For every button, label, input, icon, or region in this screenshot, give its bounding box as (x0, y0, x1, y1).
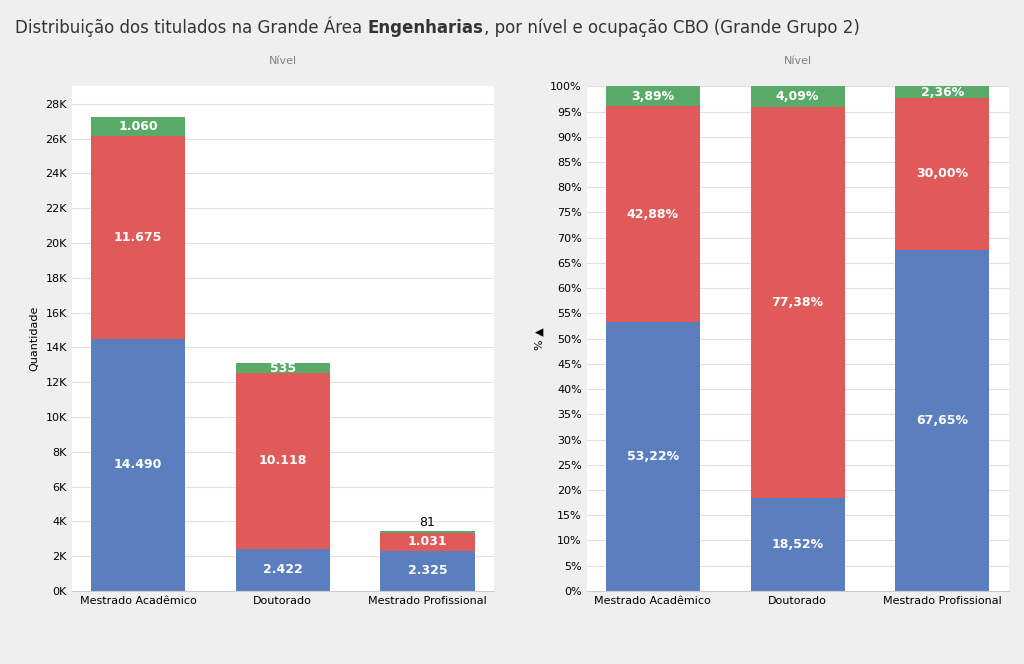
Bar (91, 118, 185, 135)
Text: Engenharias: Engenharias (368, 19, 483, 37)
Bar (381, 533, 474, 550)
Bar (606, 323, 699, 591)
Bar (751, 497, 845, 591)
Bar (91, 135, 185, 339)
Text: , por nível e ocupação CBO (Grande Grupo 2): , por nível e ocupação CBO (Grande Grupo… (483, 18, 859, 37)
Text: 1.060: 1.060 (118, 120, 158, 133)
Bar (895, 250, 989, 591)
Bar (236, 373, 330, 549)
Bar (606, 86, 699, 106)
Text: 535: 535 (269, 362, 296, 374)
Bar (236, 549, 330, 591)
Text: 30,00%: 30,00% (916, 167, 969, 181)
Text: 2.422: 2.422 (263, 563, 302, 576)
Text: 77,38%: 77,38% (772, 295, 823, 309)
Text: 4,09%: 4,09% (776, 90, 819, 103)
Text: 42,88%: 42,88% (627, 208, 679, 220)
Y-axis label: % ▲: % ▲ (535, 327, 545, 350)
Text: Distribuição dos titulados na Grande Área: Distribuição dos titulados na Grande Áre… (15, 16, 368, 37)
Bar (895, 86, 989, 98)
Text: 18,52%: 18,52% (771, 538, 823, 550)
Bar (606, 106, 699, 323)
Bar (381, 531, 474, 533)
Y-axis label: Quantidade: Quantidade (30, 306, 40, 371)
Bar (895, 98, 989, 250)
Text: Nível: Nível (268, 56, 297, 66)
Text: 2.325: 2.325 (408, 564, 447, 577)
Text: 2,36%: 2,36% (921, 86, 964, 99)
Text: 67,65%: 67,65% (916, 414, 969, 427)
Text: 11.675: 11.675 (114, 230, 162, 244)
Text: 3,89%: 3,89% (631, 90, 675, 103)
Bar (751, 107, 845, 497)
Text: Nível: Nível (783, 56, 812, 66)
Text: 81: 81 (420, 517, 435, 529)
Bar (751, 86, 845, 107)
Text: 14.490: 14.490 (114, 458, 162, 471)
Text: 53,22%: 53,22% (627, 450, 679, 463)
Text: 1.031: 1.031 (408, 535, 447, 548)
Legend: Pesquisadores, Profissionais do Ensino, Outras Ocupações: Pesquisadores, Profissionais do Ensino, … (658, 92, 846, 185)
Text: 10.118: 10.118 (258, 454, 307, 467)
Bar (236, 363, 330, 373)
Bar (91, 339, 185, 591)
Bar (381, 550, 474, 591)
